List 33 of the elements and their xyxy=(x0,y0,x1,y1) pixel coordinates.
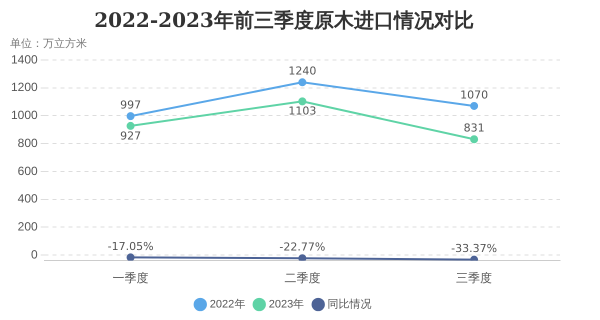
x-tick-label: 一季度 xyxy=(112,271,149,286)
point xyxy=(470,135,478,144)
data-label: 997 xyxy=(120,98,142,112)
y-tick-label: 0 xyxy=(31,247,38,262)
y-tick-label: 600 xyxy=(18,164,38,178)
y-tick-label: 1400 xyxy=(10,52,38,66)
y-tick-label: 1200 xyxy=(10,80,38,94)
y-axis-title: 单位：万立方米 xyxy=(10,36,87,50)
data-label: 1103 xyxy=(288,104,316,118)
legend-label: 2023年 xyxy=(268,298,304,311)
point xyxy=(298,254,306,261)
data-label: 831 xyxy=(464,122,485,135)
y-tick-label: 200 xyxy=(18,219,38,234)
data-label: 1070 xyxy=(460,88,488,102)
x-tick-label: 三季度 xyxy=(456,271,492,286)
legend-label: 同比情况 xyxy=(328,298,372,311)
data-label: 1240 xyxy=(288,64,316,78)
point xyxy=(126,112,135,120)
point xyxy=(126,253,135,261)
y-tick-label: 800 xyxy=(18,136,38,150)
legend-label: 2022年 xyxy=(210,298,246,311)
point xyxy=(126,122,135,130)
point xyxy=(298,97,306,106)
y-tick-label: 1000 xyxy=(10,108,38,122)
point xyxy=(470,102,478,110)
x-tick-label: 二季度 xyxy=(284,271,320,286)
y-tick-label: 400 xyxy=(18,192,38,206)
data-label: 927 xyxy=(120,129,142,142)
chart-title: 2022-2023年前三季度原木进口情况对比 xyxy=(94,8,474,32)
data-label: -33.37% xyxy=(451,242,498,256)
data-label: -22.77% xyxy=(279,240,326,254)
point xyxy=(298,78,306,86)
data-label: -17.05% xyxy=(108,240,154,253)
